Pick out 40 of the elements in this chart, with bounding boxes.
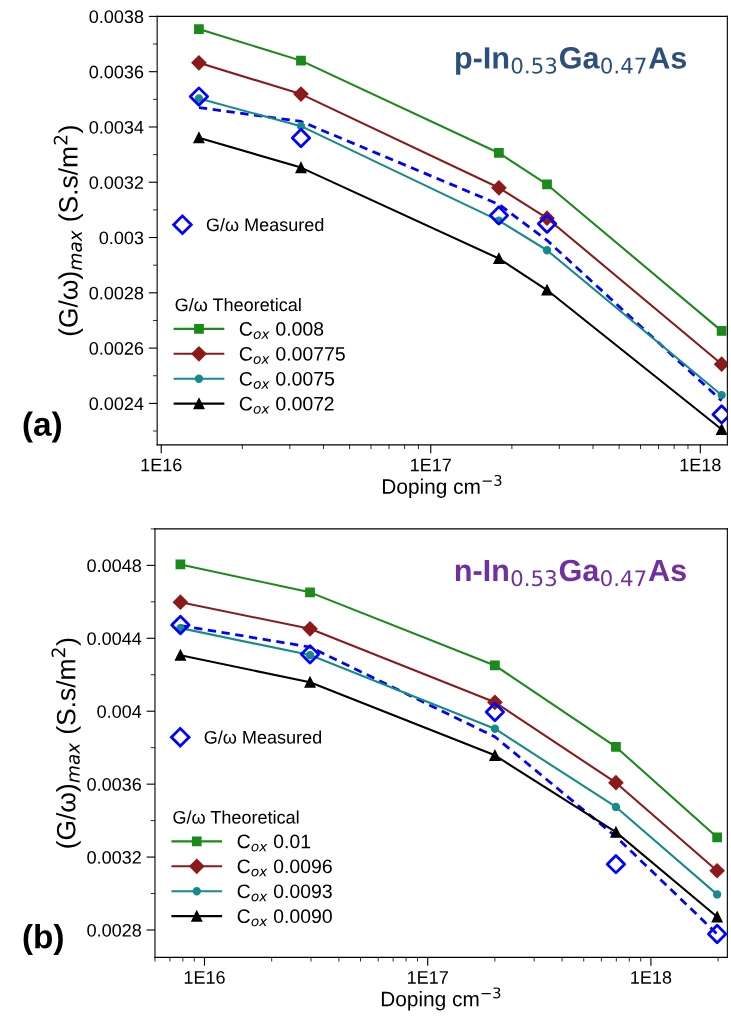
y-tick-label: 0.0024 [89,397,144,411]
x-axis-title: Doping cm$^{−3}$ [381,987,501,1011]
y-axis-title: (G/ω)$_{max}$ (S.s/m$^{2}$) [53,126,83,336]
x-tick-label: 1E17 [408,971,448,984]
y-tick-label: 0.0032 [89,176,144,189]
text: (b) [23,923,63,956]
legend-label: G/ω Measured [206,217,324,232]
y-tick-label: 0.0036 [87,778,141,791]
text: (a) [23,411,62,443]
legend-label: C$_{ox}$ 0.0096 [237,859,332,877]
y-tick-label: 0.0036 [89,65,144,79]
x-tick-label: 1E17 [411,458,451,472]
y-tick-label: 0.0044 [87,632,142,646]
y-tick-label: 0.0032 [87,851,141,864]
legend-label: C$_{ox}$ 0.01 [237,834,311,852]
legend-label: C$_{ox}$ 0.00775 [239,346,345,364]
y-tick-label: 0.0026 [89,342,144,355]
legend-label: G/ω Measured [204,730,322,744]
y-tick-label: 0.0048 [87,559,141,573]
x-tick-label: 1E18 [680,458,721,472]
y-axis-title: (G/ω)$_{max}$ (S.s/m$^{2}$) [51,638,81,848]
y-tick-label: 0.0034 [89,120,144,134]
legend-title: G/ω Theoretical [175,297,301,312]
y-tick-label: 0.0038 [89,10,144,24]
legend-title: G/ω Theoretical [173,810,299,824]
y-tick-label: 0.003 [99,231,144,245]
y-tick-label: 0.0028 [89,286,144,300]
legend-label: C$_{ox}$ 0.0072 [239,396,334,414]
x-axis-title: Doping cm$^{−3}$ [383,474,502,498]
text: n-In$_{0.53}$Ga$_{0.47}$As [455,559,686,587]
text: p-In$_{0.53}$Ga$_{0.47}$As [456,47,687,75]
y-tick-label: 0.0028 [87,923,141,937]
legend-label: C$_{ox}$ 0.0075 [239,371,335,389]
x-tick-label: 1E18 [631,971,672,984]
legend-label: C$_{ox}$ 0.0093 [237,884,332,902]
y-tick-label: 0.004 [97,705,142,718]
x-tick-label: 1E16 [184,971,225,984]
legend-label: C$_{ox}$ 0.008 [239,322,324,340]
legend-label: C$_{ox}$ 0.0090 [237,909,332,927]
x-tick-label: 1E16 [141,458,182,472]
